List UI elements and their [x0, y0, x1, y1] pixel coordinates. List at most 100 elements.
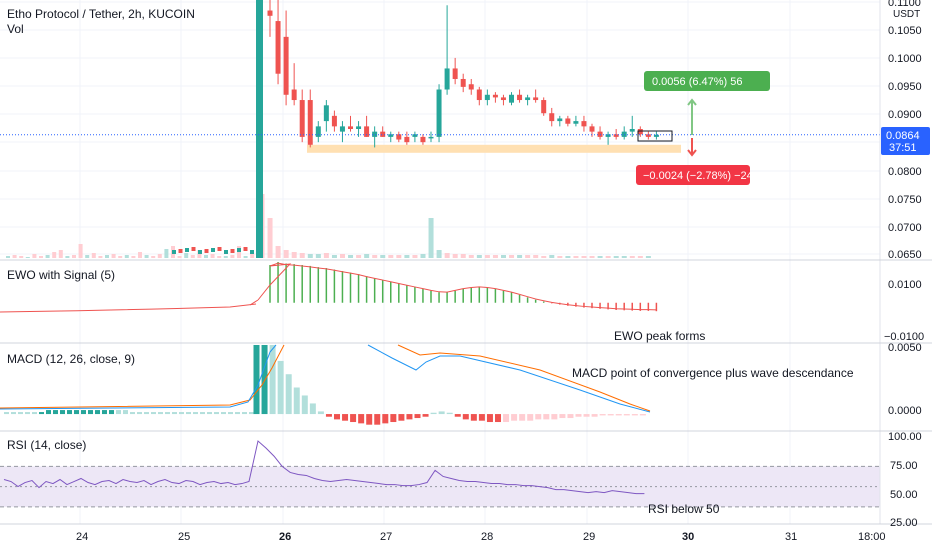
macd-bar	[74, 410, 79, 415]
macd-bar	[102, 410, 107, 415]
time-tick: 30	[682, 531, 694, 543]
candle-body	[364, 126, 370, 137]
candle-body	[581, 121, 587, 127]
candle-body	[211, 248, 215, 252]
volume-bar	[549, 255, 555, 258]
candle-body	[436, 89, 442, 137]
macd-bar	[454, 414, 461, 417]
price-tick: 0.0900	[888, 109, 922, 121]
volume-bar	[380, 255, 386, 258]
macd-bar	[406, 414, 413, 420]
volume-bar	[581, 256, 587, 258]
macd-title: MACD (12, 26, close, 9)	[7, 352, 135, 366]
macd-bar	[535, 414, 542, 420]
support-zone-layer	[307, 144, 681, 153]
time-axis[interactable]: 24 25 26 27 28 29 30 31 18:00	[76, 531, 886, 543]
price-axis[interactable]: 0.1100 0.1050 0.1000 0.0950 0.0900 0.080…	[888, 0, 922, 261]
macd-bar	[567, 414, 574, 419]
macd-bar	[249, 412, 254, 415]
macd-bar	[186, 412, 191, 415]
macd-bar	[631, 414, 638, 416]
macd-bar	[309, 403, 316, 415]
macd-bar	[486, 414, 493, 423]
macd-annotation: MACD point of convergence plus wave desc…	[572, 366, 854, 380]
volume-bar	[91, 253, 96, 258]
volume-bar	[267, 218, 273, 258]
macd-bar	[639, 414, 646, 416]
volume-bar	[217, 256, 222, 258]
candle-body	[509, 94, 514, 103]
macd-bar	[414, 414, 421, 419]
rsi-line	[3, 440, 645, 495]
macd-bar	[39, 412, 44, 415]
volume-bar	[444, 253, 450, 258]
macd-bar	[543, 414, 550, 420]
volume-bar	[25, 257, 30, 258]
candle-body	[243, 247, 248, 251]
volume-bar	[19, 256, 24, 258]
ewo-signal-line	[249, 299, 259, 306]
time-tick: 26	[279, 531, 291, 543]
candle-body	[237, 248, 241, 252]
candle-body	[267, 10, 273, 16]
volume-bar	[223, 256, 228, 258]
volume-bar	[492, 255, 498, 258]
chart-title: Etho Protocol / Tether, 2h, KUCOIN	[7, 7, 195, 21]
macd-bar	[583, 414, 590, 417]
volume-bar	[12, 255, 17, 258]
macd-bar	[366, 414, 373, 425]
macd-bar	[4, 412, 9, 415]
volume-label: Vol	[7, 22, 24, 36]
macd-bar	[446, 412, 453, 415]
macd-bar	[130, 412, 135, 415]
macd-bar	[179, 412, 184, 415]
candle-body	[372, 131, 378, 137]
macd-bar	[374, 414, 381, 425]
countdown-value: 37:51	[889, 142, 917, 154]
volume-bar	[39, 256, 43, 258]
volume-bar	[243, 256, 248, 258]
volume-bar	[412, 255, 418, 258]
volume-bar	[210, 254, 215, 258]
volume-bar	[111, 254, 116, 258]
volume-bar	[468, 255, 474, 258]
last-price-value: 0.0864	[886, 130, 920, 142]
volume-bar	[72, 255, 76, 258]
volume-bar	[517, 255, 523, 258]
macd-bar	[438, 411, 445, 415]
candle-body	[291, 89, 297, 101]
macd-bar	[151, 412, 156, 415]
volume-bar	[184, 253, 189, 258]
candle-body	[331, 115, 337, 127]
macd-bar	[123, 410, 128, 415]
candle-body	[645, 134, 651, 137]
volume-bar	[52, 252, 57, 258]
candle-body	[517, 94, 523, 101]
volume-bar	[420, 254, 426, 258]
candle-body	[256, 0, 263, 258]
volume-bar	[396, 255, 402, 258]
macd-bar	[214, 412, 219, 415]
macd-bar	[503, 414, 510, 423]
volume-bar	[131, 256, 136, 258]
price-tick: 0.0700	[888, 222, 922, 234]
macd-bar	[116, 410, 121, 415]
macd-bar	[325, 414, 332, 417]
candle-body	[557, 118, 563, 122]
volume-bar	[436, 250, 442, 258]
candle-body	[420, 136, 426, 143]
macd-bar	[32, 412, 37, 415]
volume-bar	[291, 252, 297, 258]
candle-body	[549, 113, 555, 122]
volume-bar	[118, 256, 123, 258]
macd-bar	[462, 414, 469, 420]
macd-bar	[422, 414, 429, 417]
volume-bar	[45, 255, 50, 258]
volume-bar	[541, 256, 547, 258]
volume-bar	[565, 256, 571, 258]
candle-body	[613, 134, 619, 137]
profit-label-bg	[644, 71, 770, 91]
volume-bar	[65, 256, 70, 258]
candle-body	[525, 97, 531, 101]
